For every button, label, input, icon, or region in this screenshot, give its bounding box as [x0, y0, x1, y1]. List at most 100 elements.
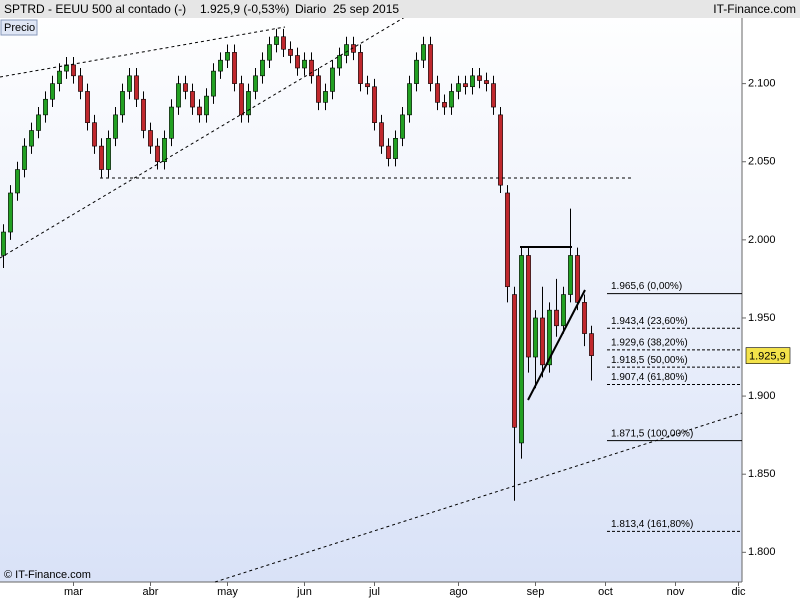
candle-body: [526, 255, 531, 358]
candle-body: [176, 83, 181, 108]
candle-body: [463, 83, 468, 88]
x-tick-label: sep: [527, 586, 545, 598]
header-period: Diario: [295, 2, 327, 16]
candle-body: [43, 98, 48, 116]
candle-body: [8, 192, 13, 233]
candle-body: [330, 67, 335, 92]
y-tick-label: 2.000: [748, 234, 776, 246]
candle-body: [470, 75, 475, 88]
x-tick-label: dic: [731, 586, 746, 598]
trend-line: [0, 26, 286, 78]
candle-body: [309, 59, 314, 77]
candle-body: [316, 75, 321, 103]
y-tick-label: 2.100: [748, 78, 776, 90]
candle-body: [456, 83, 461, 92]
x-tick-label: may: [217, 586, 238, 598]
candle-body: [274, 36, 279, 45]
candle-body: [568, 255, 573, 295]
candle-body: [554, 309, 559, 327]
candle-body: [1, 231, 6, 256]
x-tick-label: oct: [598, 586, 613, 598]
candle-body: [288, 48, 293, 56]
candle-body: [85, 91, 90, 123]
candle-body: [421, 44, 426, 61]
candle-body: [442, 102, 447, 108]
candle-body: [246, 91, 251, 116]
x-tick-label: jul: [368, 586, 380, 598]
candle-body: [575, 255, 580, 303]
header-quote: 1.925,9 (-0,53%): [200, 2, 289, 16]
candle-body: [232, 52, 237, 84]
candle-body: [225, 52, 230, 61]
last-price-box: [745, 347, 791, 364]
candle-body: [197, 106, 202, 116]
plot: [1, 28, 594, 501]
fib-label: 1.918,5 (50,00%): [611, 355, 688, 366]
axis-background: [0, 582, 742, 600]
candle-body: [323, 91, 328, 103]
drawings: [0, 13, 743, 583]
fib-label: 1.943,4 (23,60%): [611, 316, 688, 327]
candle-body: [372, 86, 377, 123]
candle-body: [407, 83, 412, 116]
triangle-line: [527, 289, 586, 401]
legend-box: [0, 19, 38, 36]
candle-body: [400, 114, 405, 139]
x-tick-label: abr: [143, 586, 159, 598]
header-brand: IT-Finance.com: [713, 2, 796, 16]
axis-background: [742, 0, 800, 600]
candle-body: [155, 145, 160, 163]
header-bar: [0, 0, 800, 18]
fib-label: 1.907,4 (61,80%): [611, 372, 688, 383]
candle-body: [344, 44, 349, 56]
y-tick-label: 1.800: [748, 546, 776, 558]
candle-body: [141, 98, 146, 131]
candle-body: [99, 145, 104, 170]
candle-body: [561, 294, 566, 327]
y-tick-label: 1.900: [748, 390, 776, 402]
candle-body: [204, 95, 209, 116]
candle-body: [239, 83, 244, 116]
candle-body: [211, 70, 216, 97]
trend-line: [214, 412, 743, 583]
candle-body: [92, 122, 97, 147]
x-tick-label: ago: [449, 586, 467, 598]
trend-line: [0, 13, 411, 259]
candle-body: [519, 255, 524, 444]
fib-label: 1.813,4 (161,80%): [611, 519, 693, 530]
candle-body: [302, 59, 307, 69]
candle-body: [71, 64, 76, 77]
candle-body: [169, 106, 174, 139]
candle-body: [589, 333, 594, 356]
candle-body: [435, 83, 440, 103]
candle-body: [162, 137, 167, 163]
x-tick-label: nov: [667, 586, 685, 598]
candle-body: [358, 52, 363, 84]
candle-body: [36, 114, 41, 131]
candle-body: [267, 44, 272, 61]
candle-body: [484, 80, 489, 84]
candle-body: [505, 192, 510, 288]
candle-body: [183, 83, 188, 92]
candle-body: [449, 91, 454, 108]
candle-body: [498, 114, 503, 186]
candle-body: [190, 91, 195, 108]
candle-body: [295, 55, 300, 69]
candle-body: [260, 59, 265, 77]
candle-body: [120, 91, 125, 116]
candle-body: [106, 137, 111, 170]
y-tick-label: 2.050: [748, 156, 776, 168]
last-price-label: 1.925,9: [749, 351, 786, 363]
candle-body: [148, 130, 153, 147]
candle-body: [218, 59, 223, 72]
copyright: © IT-Finance.com: [4, 569, 91, 581]
candle-body: [253, 75, 258, 92]
candle-body: [337, 55, 342, 69]
candle-body: [127, 75, 132, 92]
y-tick-label: 1.850: [748, 468, 776, 480]
candle-body: [113, 114, 118, 139]
x-tick-label: mar: [64, 586, 83, 598]
candle-body: [582, 302, 587, 334]
candle-body: [512, 294, 517, 428]
